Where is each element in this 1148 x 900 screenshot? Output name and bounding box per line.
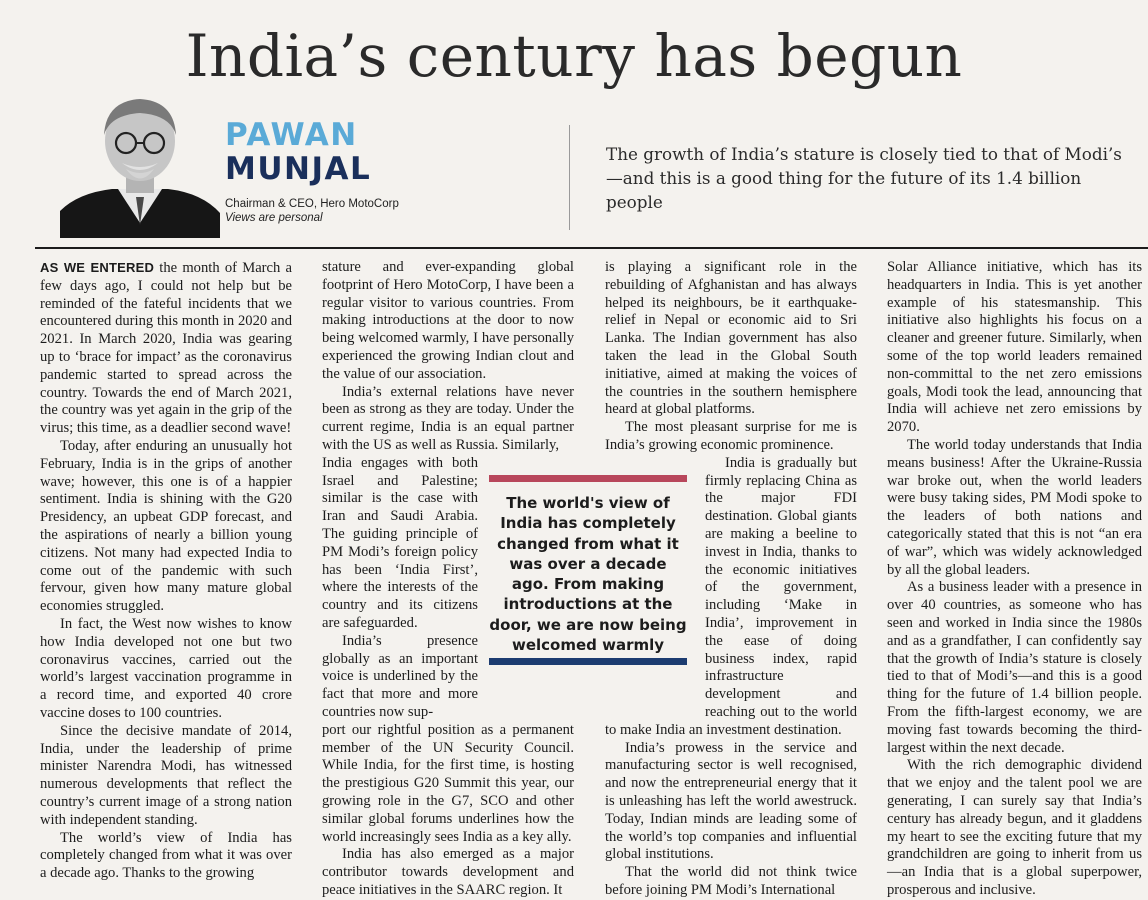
article-column-1: AS WE ENTERED the month of March a few d… (40, 259, 292, 883)
article-column-2: stature and ever-expanding global footpr… (322, 259, 574, 900)
headline: India’s century has begun (185, 22, 963, 90)
lead-in: AS WE ENTERED (40, 260, 155, 275)
standfirst: The growth of India’s stature is closely… (606, 144, 1122, 212)
paragraph-text: the month of March a few days ago, I cou… (40, 260, 292, 437)
paragraph: Since the decisive mandate of 2014, Indi… (40, 722, 292, 828)
paragraph: India’s prowess in the service and manuf… (605, 739, 857, 863)
paragraph: In fact, the West now wishes to know how… (40, 615, 292, 721)
paragraph: The world today understands that India m… (887, 436, 1142, 578)
paragraph: That the world did not think twice befor… (605, 864, 857, 898)
paragraph: port our rightful position as a permanen… (322, 721, 574, 845)
author-last-name: MUNJAL (225, 151, 372, 187)
article-column-3: is playing a significant role in the reb… (605, 259, 857, 900)
pull-quote-bottom-bar (489, 658, 687, 665)
paragraph: The most pleasant surprise for me is Ind… (605, 419, 857, 453)
section-rule (35, 247, 1148, 249)
paragraph: The world’s view of India has completely… (40, 829, 292, 882)
paragraph: India’s presence globally as an importan… (322, 632, 478, 720)
paragraph: is playing a significant role in the reb… (605, 259, 857, 418)
paragraph: India’s external relations have never be… (322, 383, 574, 453)
paragraph: Solar Alliance initiative, which has its… (887, 259, 1142, 436)
paragraph: Today, after enduring an unusually hot F… (40, 437, 292, 615)
pull-quote-text: The world's view of India has completely… (489, 494, 687, 655)
paragraph: India has also emerged as a major contri… (322, 846, 574, 898)
article-column-4: Solar Alliance initiative, which has its… (887, 259, 1142, 900)
paragraph: With the rich demographic dividend that … (887, 757, 1142, 898)
paragraph: India is gradually but firmly replacing … (605, 454, 857, 738)
pull-quote-top-bar (489, 475, 687, 482)
author-first-name: PAWAN (225, 117, 358, 153)
paragraph: As a business leader with a presence in … (887, 579, 1142, 756)
header-divider (569, 125, 570, 230)
paragraph: AS WE ENTERED the month of March a few d… (40, 259, 292, 438)
author-portrait (60, 99, 220, 238)
paragraph: India engages with both Israel and Pales… (322, 454, 478, 631)
author-role: Chairman & CEO, Hero MotoCorp (225, 198, 399, 210)
pull-quote: The world's view of India has completely… (489, 475, 687, 667)
paragraph: stature and ever-expanding global footpr… (322, 259, 574, 382)
author-note: Views are personal (225, 212, 323, 224)
